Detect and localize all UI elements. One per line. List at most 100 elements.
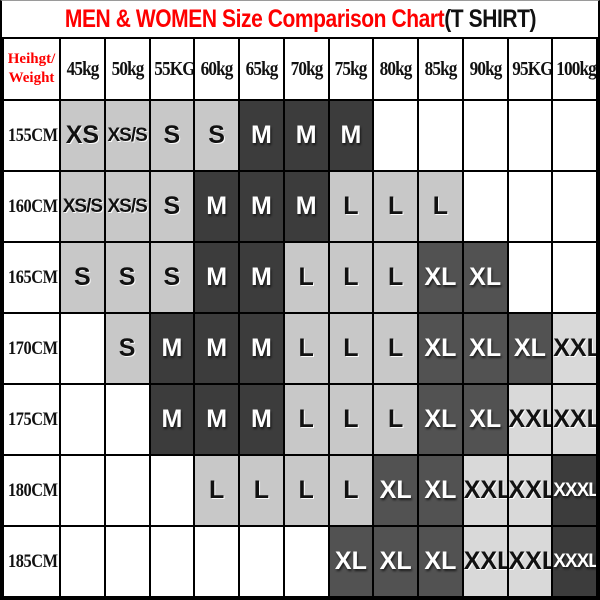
size-cell: XL xyxy=(417,312,464,385)
size-cell: XL xyxy=(417,454,464,527)
empty-cell xyxy=(282,525,330,598)
size-cell: M xyxy=(193,241,240,314)
empty-cell xyxy=(103,383,151,456)
weight-header: 50kg xyxy=(103,37,151,101)
size-cell: S xyxy=(148,241,196,314)
empty-cell xyxy=(506,170,554,243)
empty-cell xyxy=(148,454,196,527)
size-cell: L xyxy=(372,383,419,456)
corner-header: Heihgt/ Weight xyxy=(2,37,61,101)
size-cell: L xyxy=(282,312,330,385)
size-cell: S xyxy=(193,99,240,172)
empty-cell xyxy=(59,525,106,598)
size-cell: XS/S xyxy=(103,170,151,243)
empty-cell xyxy=(59,383,106,456)
size-cell: XXL xyxy=(506,525,554,598)
empty-cell xyxy=(506,241,554,314)
size-cell: M xyxy=(238,241,285,314)
chart-title-suffix: (T SHIRT) xyxy=(443,4,536,33)
height-label: 185CM xyxy=(2,525,61,598)
size-cell: XL xyxy=(417,241,464,314)
empty-cell xyxy=(193,525,240,598)
size-cell: M xyxy=(238,312,285,385)
size-cell: XL xyxy=(327,525,375,598)
size-cell: M xyxy=(282,99,330,172)
size-cell: S xyxy=(103,241,151,314)
size-table: Heihgt/ Weight 45kg 50kg 55KG 60kg 65kg 70kg 7… xyxy=(2,37,598,598)
size-cell: XS xyxy=(59,99,106,172)
empty-cell xyxy=(59,312,106,385)
height-label: 175CM xyxy=(2,383,61,456)
chart-title: MEN & WOMEN Size Comparison Chart(T SHIR… xyxy=(2,1,598,37)
weight-header: 75kg xyxy=(327,37,375,101)
table-row: 180CMLLLLXLXLXXLXXLXXXL xyxy=(2,454,598,527)
table-row: 170CMSMMMLLLXLXLXLXXL xyxy=(2,312,598,385)
empty-cell xyxy=(372,99,419,172)
size-cell: XL xyxy=(461,383,509,456)
size-cell: L xyxy=(372,312,419,385)
size-cell: M xyxy=(193,383,240,456)
size-cell: S xyxy=(59,241,106,314)
size-cell: XXL xyxy=(551,383,598,456)
size-cell: L xyxy=(282,241,330,314)
weight-header: 55KG xyxy=(148,37,196,101)
size-cell: XL xyxy=(417,525,464,598)
size-cell: L xyxy=(282,383,330,456)
size-cell: XL xyxy=(372,454,419,527)
size-cell: XXL xyxy=(551,312,598,385)
corner-header-line2: Weight xyxy=(8,70,55,86)
chart-title-main: MEN & WOMEN Size Comparison Chart xyxy=(64,4,444,33)
empty-cell xyxy=(506,99,554,172)
size-cell: XL xyxy=(506,312,554,385)
table-row: 155CM XS XS/S S S M M M xyxy=(2,99,598,172)
height-label: 180CM xyxy=(2,454,61,527)
table-row: 165CM S S S M M L L L XL XL xyxy=(2,241,598,314)
size-cell: M xyxy=(238,170,285,243)
size-cell: XL xyxy=(372,525,419,598)
size-cell: XXL xyxy=(506,454,554,527)
empty-cell xyxy=(148,525,196,598)
size-cell: XXL xyxy=(506,383,554,456)
size-cell: M xyxy=(193,170,240,243)
size-cell: M xyxy=(238,383,285,456)
empty-cell xyxy=(551,99,598,172)
size-cell: L xyxy=(193,454,240,527)
size-cell: L xyxy=(327,454,375,527)
size-cell: XXXL xyxy=(551,525,598,598)
size-cell: L xyxy=(417,170,464,243)
size-cell: M xyxy=(282,170,330,243)
empty-cell xyxy=(103,525,151,598)
size-cell: XL xyxy=(461,312,509,385)
weight-header: 90kg xyxy=(461,37,509,101)
size-cell: M xyxy=(327,99,375,172)
size-cell: L xyxy=(372,241,419,314)
size-cell: M xyxy=(148,383,196,456)
size-cell: XL xyxy=(417,383,464,456)
size-cell: M xyxy=(193,312,240,385)
weight-header: 60kg xyxy=(193,37,240,101)
chart-title-text: MEN & WOMEN Size Comparison Chart(T SHIR… xyxy=(64,4,536,34)
size-cell: XXXL xyxy=(551,454,598,527)
height-label: 160CM xyxy=(2,170,61,243)
size-cell: L xyxy=(238,454,285,527)
weight-header: 65kg xyxy=(238,37,285,101)
weight-header: 70kg xyxy=(282,37,330,101)
empty-cell xyxy=(461,170,509,243)
size-cell: S xyxy=(148,99,196,172)
size-cell: XL xyxy=(461,241,509,314)
height-label: 165CM xyxy=(2,241,61,314)
size-cell: L xyxy=(282,454,330,527)
table-row: 175CMMMMLLLXLXLXXLXXL xyxy=(2,383,598,456)
empty-cell xyxy=(103,454,151,527)
empty-cell xyxy=(551,241,598,314)
size-cell: L xyxy=(327,312,375,385)
height-label: 155CM xyxy=(2,99,61,172)
header-row: Heihgt/ Weight 45kg 50kg 55KG 60kg 65kg 70kg 7… xyxy=(2,37,598,101)
size-cell: XXL xyxy=(461,525,509,598)
size-cell: L xyxy=(327,170,375,243)
weight-header: 100kg xyxy=(551,37,598,101)
empty-cell xyxy=(417,99,464,172)
size-cell: L xyxy=(327,241,375,314)
weight-header: 45kg xyxy=(59,37,106,101)
